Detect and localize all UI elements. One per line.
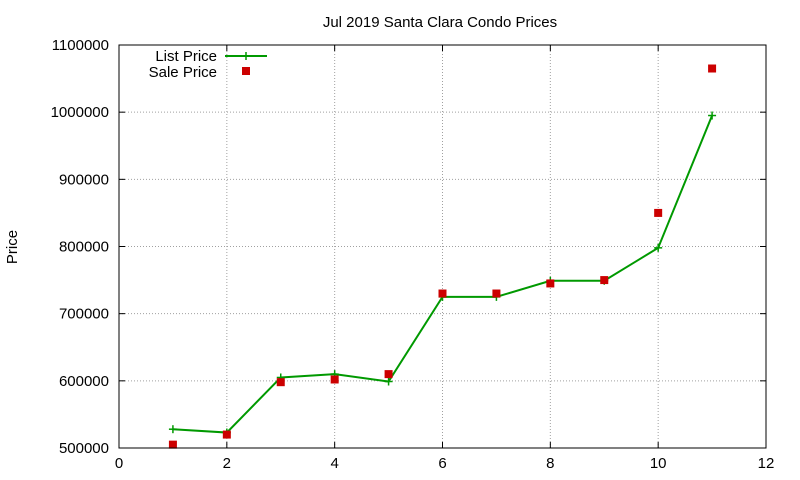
y-tick-label: 900000 [59, 171, 109, 188]
y-tick-label: 800000 [59, 239, 109, 256]
chart-title: Jul 2019 Santa Clara Condo Prices [323, 14, 557, 31]
legend-label-list-price: List Price [155, 48, 217, 65]
plot-area [168, 64, 717, 449]
sale-price-point [330, 375, 339, 384]
x-tick-label: 2 [223, 455, 231, 472]
y-axis-label: Price [4, 230, 21, 264]
y-tick-label: 500000 [59, 440, 109, 457]
sale-price-point [600, 276, 609, 285]
sale-price-point [708, 64, 717, 73]
sale-price-point [168, 440, 177, 449]
y-tick-label: 1000000 [51, 104, 109, 121]
y-tick-label: 1100000 [52, 37, 109, 54]
legend-marker-sale-price [242, 67, 250, 75]
list-price-point [654, 243, 663, 252]
x-tick-label: 8 [546, 455, 554, 472]
list-price-point [168, 425, 177, 434]
sale-price-point [384, 370, 393, 379]
plot-frame [118, 44, 767, 449]
x-tick-label: 12 [758, 455, 775, 472]
sale-price-point [276, 378, 285, 387]
x-tick-label: 4 [330, 455, 338, 472]
legend-label-sale-price: Sale Price [149, 64, 217, 81]
y-tick-label: 700000 [59, 306, 109, 323]
grid-lines [119, 45, 766, 448]
sale-price-point [654, 208, 663, 217]
x-tick-label: 0 [115, 455, 123, 472]
list-price-point [708, 111, 717, 120]
axis-ticks: 500000 600000 700000 800000 900000 1000000 110… [51, 37, 775, 472]
y-tick-label: 600000 [59, 373, 109, 390]
sale-price-point [492, 289, 501, 298]
sale-price-point [222, 430, 231, 439]
sale-price-point [438, 289, 447, 298]
sale-price-point [546, 279, 555, 288]
list-price-point [384, 377, 393, 386]
x-tick-label: 6 [438, 455, 446, 472]
x-tick-label: 10 [650, 455, 667, 472]
